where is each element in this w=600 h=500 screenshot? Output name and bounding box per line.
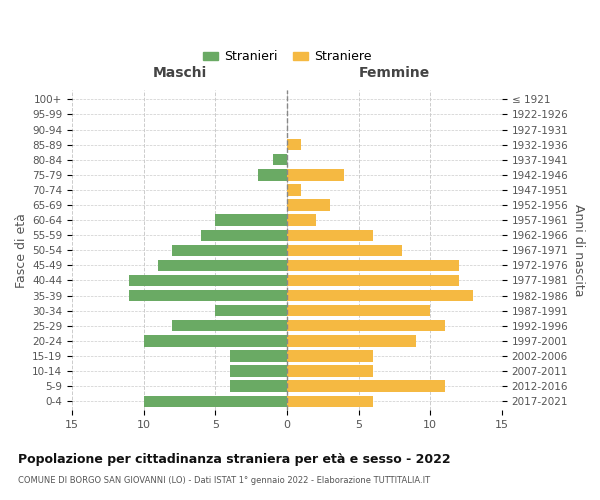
Bar — [287, 290, 473, 301]
Bar — [130, 290, 287, 301]
Bar — [201, 230, 287, 241]
Bar — [158, 260, 287, 271]
Bar — [287, 230, 373, 241]
Bar — [287, 214, 316, 226]
Bar — [215, 214, 287, 226]
Bar — [287, 305, 430, 316]
Text: Popolazione per cittadinanza straniera per età e sesso - 2022: Popolazione per cittadinanza straniera p… — [18, 452, 451, 466]
Bar — [144, 396, 287, 407]
Bar — [287, 275, 459, 286]
Bar — [230, 350, 287, 362]
Text: COMUNE DI BORGO SAN GIOVANNI (LO) - Dati ISTAT 1° gennaio 2022 - Elaborazione TU: COMUNE DI BORGO SAN GIOVANNI (LO) - Dati… — [18, 476, 430, 485]
Bar — [172, 320, 287, 332]
Bar — [259, 169, 287, 180]
Bar — [287, 320, 445, 332]
Bar — [230, 380, 287, 392]
Text: Maschi: Maschi — [152, 66, 206, 80]
Y-axis label: Fasce di età: Fasce di età — [15, 213, 28, 288]
Legend: Stranieri, Straniere: Stranieri, Straniere — [198, 46, 376, 68]
Bar — [287, 139, 301, 150]
Bar — [272, 154, 287, 166]
Bar — [230, 366, 287, 376]
Bar — [287, 184, 301, 196]
Bar — [172, 244, 287, 256]
Bar — [287, 350, 373, 362]
Bar — [287, 260, 459, 271]
Bar — [144, 335, 287, 346]
Bar — [130, 275, 287, 286]
Bar — [287, 244, 401, 256]
Bar — [287, 396, 373, 407]
Bar — [287, 380, 445, 392]
Text: Femmine: Femmine — [359, 66, 430, 80]
Bar — [287, 200, 330, 210]
Bar — [287, 169, 344, 180]
Bar — [287, 366, 373, 376]
Bar — [215, 305, 287, 316]
Y-axis label: Anni di nascita: Anni di nascita — [572, 204, 585, 296]
Bar — [287, 335, 416, 346]
